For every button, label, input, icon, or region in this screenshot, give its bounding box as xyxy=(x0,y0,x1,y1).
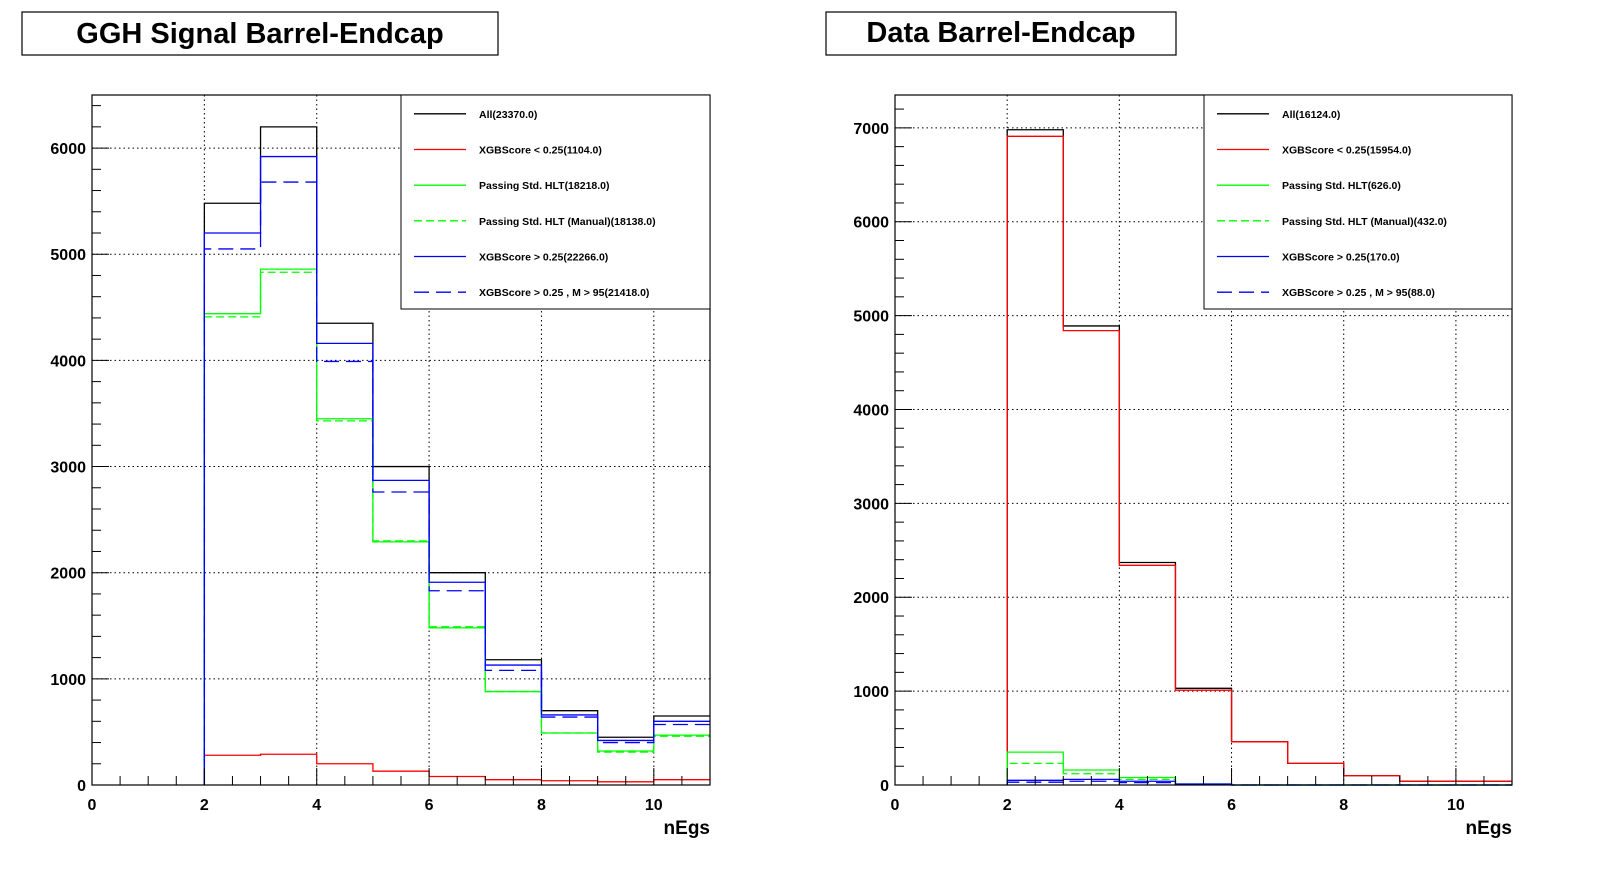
x-tick-label: 0 xyxy=(891,797,900,814)
legend-box xyxy=(1203,94,1513,310)
y-tick-label: 1000 xyxy=(50,672,86,689)
y-tick-label: 3000 xyxy=(853,496,889,513)
y-tick-label: 0 xyxy=(880,778,889,795)
legend-label: XGBScore > 0.25 , M > 95(21418.0) xyxy=(479,287,649,299)
legend-label: XGBScore > 0.25 , M > 95(88.0) xyxy=(1282,287,1435,299)
legend-label: All(23370.0) xyxy=(479,109,537,121)
x-tick-label: 2 xyxy=(200,797,209,814)
y-tick-label: 5000 xyxy=(50,247,86,264)
y-tick-label: 7000 xyxy=(853,121,889,138)
x-tick-label: 2 xyxy=(1003,797,1012,814)
legend: All(16124.0) XGBScore < 0.25(15954.0) Pass… xyxy=(1203,94,1513,310)
y-tick-label: 5000 xyxy=(853,309,889,326)
title-box xyxy=(825,11,1177,56)
data-panel: Data Barrel-Endcap nEgs 0 2 4 6 8 10 0 1000 2000… xyxy=(825,11,1513,839)
x-tick-label: 4 xyxy=(312,797,321,814)
x-tick-label: 6 xyxy=(1227,797,1236,814)
y-tick-label: 2000 xyxy=(853,590,889,607)
legend-label: Passing Std. HLT (Manual)(18138.0) xyxy=(479,216,656,228)
legend-label: Passing Std. HLT(18218.0) xyxy=(479,180,610,192)
x-tick-label: 4 xyxy=(1115,797,1124,814)
x-axis-title: nEgs xyxy=(664,818,710,839)
x-tick-label: 6 xyxy=(425,797,434,814)
chart-title: GGH Signal Barrel-Endcap xyxy=(76,18,443,50)
legend-label: XGBScore > 0.25(170.0) xyxy=(1282,252,1400,264)
legend-label: XGBScore < 0.25(1104.0) xyxy=(479,145,602,157)
series-line xyxy=(203,268,710,785)
legend: All(23370.0) XGBScore < 0.25(1104.0) Passi… xyxy=(400,94,711,310)
legend-label: Passing Std. HLT (Manual)(432.0) xyxy=(1282,216,1447,228)
x-tick-label: 0 xyxy=(88,797,97,814)
x-tick-label: 8 xyxy=(1339,797,1348,814)
legend-label: Passing Std. HLT(626.0) xyxy=(1282,180,1401,192)
y-tick-label: 2000 xyxy=(50,566,86,583)
axis-ticks: 0 2 4 6 8 10 0 1000 2000 3000 4000 5000 6000 xyxy=(50,105,711,814)
x-tick-label: 10 xyxy=(645,797,663,814)
title-box xyxy=(21,11,499,56)
legend-label: All(16124.0) xyxy=(1282,109,1340,121)
y-tick-label: 6000 xyxy=(50,141,86,158)
y-tick-label: 4000 xyxy=(853,402,889,419)
series-line xyxy=(203,181,710,785)
y-tick-label: 3000 xyxy=(50,460,86,477)
chart-title: Data Barrel-Endcap xyxy=(866,17,1135,49)
legend-label: XGBScore > 0.25(22266.0) xyxy=(479,252,608,264)
legend-box xyxy=(400,94,711,310)
y-tick-label: 0 xyxy=(77,778,86,795)
series-line xyxy=(203,271,710,785)
x-tick-label: 8 xyxy=(537,797,546,814)
legend-label: XGBScore < 0.25(15954.0) xyxy=(1282,145,1411,157)
y-tick-label: 1000 xyxy=(853,684,889,701)
ggh-signal-panel: GGH Signal Barrel-Endcap nEgs 0 2 4 6 8 10 0 10… xyxy=(21,11,711,839)
y-tick-label: 6000 xyxy=(853,215,889,232)
x-tick-label: 10 xyxy=(1447,797,1465,814)
x-axis-title: nEgs xyxy=(1466,818,1512,839)
axis-ticks: 0 2 4 6 8 10 0 1000 2000 3000 4000 5000 6000 7000 xyxy=(853,108,1513,814)
y-tick-label: 4000 xyxy=(50,353,86,370)
